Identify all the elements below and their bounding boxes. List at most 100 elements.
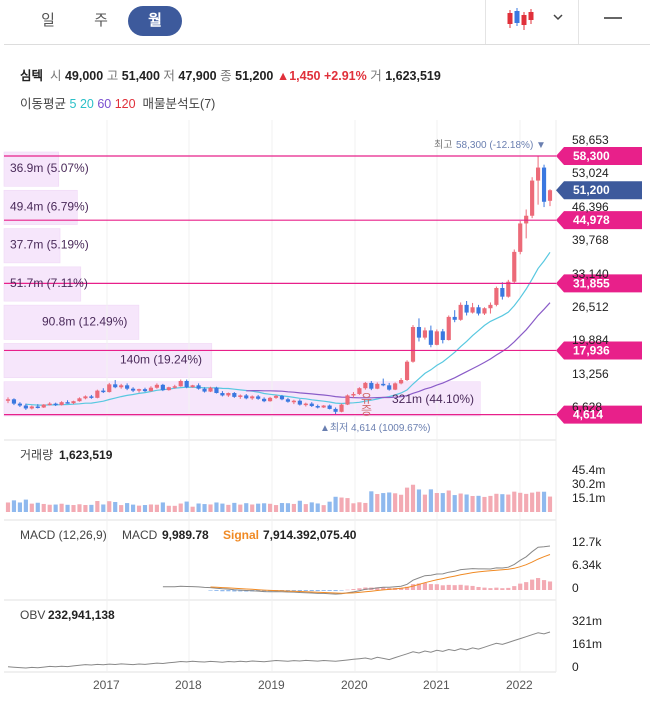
candle bbox=[357, 388, 362, 394]
volume-bar bbox=[125, 503, 130, 512]
macd-histogram-bar bbox=[506, 587, 511, 590]
volume-bar bbox=[232, 502, 237, 512]
candle bbox=[59, 402, 64, 406]
volume-profile-label: 140m (19.24%) bbox=[120, 353, 202, 367]
volume-profile-band bbox=[3, 304, 140, 340]
tab-daily[interactable]: 일 bbox=[41, 12, 55, 29]
volume-profile-band bbox=[3, 151, 60, 187]
volume-bar bbox=[148, 504, 154, 512]
volume-bar bbox=[333, 496, 338, 512]
candle bbox=[17, 403, 22, 406]
volume-bar bbox=[77, 504, 82, 512]
volume-bar bbox=[178, 503, 183, 512]
price-tag-label: 4,614 bbox=[573, 408, 603, 422]
volume-bar bbox=[160, 502, 165, 512]
candle bbox=[285, 399, 291, 402]
macd-value: 9,989.78 bbox=[162, 528, 209, 542]
moving-average-label[interactable]: 이동평균 bbox=[20, 97, 67, 111]
macd-histogram-bar bbox=[339, 590, 344, 591]
candle bbox=[446, 316, 451, 341]
high-value: 51,400 bbox=[121, 69, 160, 83]
candle bbox=[154, 384, 159, 388]
macd-histogram-bar bbox=[232, 590, 237, 592]
sales-distribution-label[interactable]: 매물분석도(7) bbox=[142, 97, 216, 111]
quote-info: 심텍 시 49,000 고 51,400 저 47,900 종 51,200 ▲… bbox=[20, 65, 441, 84]
tab-weekly[interactable]: 주 bbox=[94, 12, 108, 29]
macd-histogram-bar bbox=[321, 590, 326, 591]
macd-histogram-bar bbox=[220, 590, 225, 592]
candlestick-icon bbox=[507, 8, 534, 30]
candle bbox=[351, 393, 356, 396]
ma-20: 20 bbox=[79, 97, 94, 111]
obv-axis-tick-label: 321m bbox=[572, 614, 602, 628]
macd-histogram-bar bbox=[464, 585, 469, 590]
macd-histogram-bar bbox=[404, 586, 410, 590]
volume-axis-tick-label: 15.1m bbox=[572, 491, 605, 505]
candle bbox=[440, 331, 445, 341]
volume-bar bbox=[345, 498, 350, 512]
candle bbox=[428, 330, 433, 345]
volume-bar bbox=[381, 493, 386, 512]
volume-bar bbox=[399, 494, 404, 512]
macd-panel-title: MACD (12,26,9) bbox=[20, 528, 107, 542]
tab-monthly[interactable]: 월 bbox=[128, 6, 182, 36]
candle bbox=[83, 396, 88, 399]
macd-histogram-bar bbox=[345, 589, 350, 591]
macd-histogram-bar bbox=[547, 581, 553, 590]
macd-line bbox=[162, 545, 551, 595]
candle bbox=[95, 390, 100, 398]
volume-bar bbox=[41, 503, 46, 512]
price-axis-tick-label: 39,768 bbox=[572, 233, 609, 247]
macd-histogram-bar bbox=[494, 587, 499, 590]
ma-60: 60 bbox=[97, 97, 112, 111]
menu-button[interactable] bbox=[596, 0, 636, 44]
candle bbox=[309, 403, 314, 407]
indicator-legend: 이동평균 5 20 60 120 매물분석도(7) bbox=[20, 93, 215, 112]
volume-bar bbox=[35, 502, 40, 512]
candle bbox=[53, 403, 58, 406]
volume-bar bbox=[327, 501, 332, 512]
macd-histogram-bar bbox=[315, 590, 320, 592]
volume-bar bbox=[488, 495, 493, 512]
obv-panel-title: OBV bbox=[20, 608, 45, 622]
volume-bar bbox=[89, 504, 94, 512]
macd-histogram-bar bbox=[518, 583, 523, 590]
volume-bar bbox=[518, 492, 523, 512]
volume-bar bbox=[416, 489, 422, 512]
macd-histogram-bar bbox=[291, 590, 296, 591]
volume-bar bbox=[101, 504, 106, 512]
time-axis-tick-label: 2021 bbox=[423, 678, 450, 692]
candle bbox=[23, 405, 28, 409]
volume-bar bbox=[256, 503, 261, 512]
candle bbox=[506, 281, 511, 297]
macd-histogram-bar bbox=[536, 578, 541, 590]
open-label: 시 bbox=[49, 69, 62, 83]
volume-bar bbox=[23, 499, 28, 512]
volume-profile-label: 49.4m (6.79%) bbox=[10, 199, 89, 213]
volume-panel-value: 1,623,519 bbox=[59, 448, 113, 462]
volume-bar bbox=[339, 497, 344, 512]
candle bbox=[500, 288, 505, 297]
chart-type-selector[interactable] bbox=[485, 0, 579, 44]
volume-bar bbox=[273, 505, 279, 512]
candle bbox=[125, 385, 130, 389]
macd-histogram-bar bbox=[214, 590, 219, 591]
volume-bar bbox=[113, 501, 118, 512]
chevron-down-icon bbox=[553, 14, 563, 21]
obv-line bbox=[7, 631, 551, 669]
candle bbox=[416, 327, 422, 338]
candle bbox=[208, 387, 213, 392]
macd-histogram-bar bbox=[440, 585, 445, 590]
candle bbox=[101, 390, 106, 393]
candle bbox=[375, 383, 380, 389]
volume-bar bbox=[351, 503, 356, 512]
candle bbox=[339, 404, 344, 412]
volume-bar bbox=[512, 491, 517, 512]
volume-bar bbox=[184, 501, 189, 512]
volume-bar bbox=[208, 504, 213, 512]
macd-histogram-bar bbox=[434, 584, 439, 590]
macd-histogram-bar bbox=[452, 585, 457, 590]
volume-bar bbox=[202, 504, 207, 512]
volume-bar bbox=[369, 491, 374, 512]
